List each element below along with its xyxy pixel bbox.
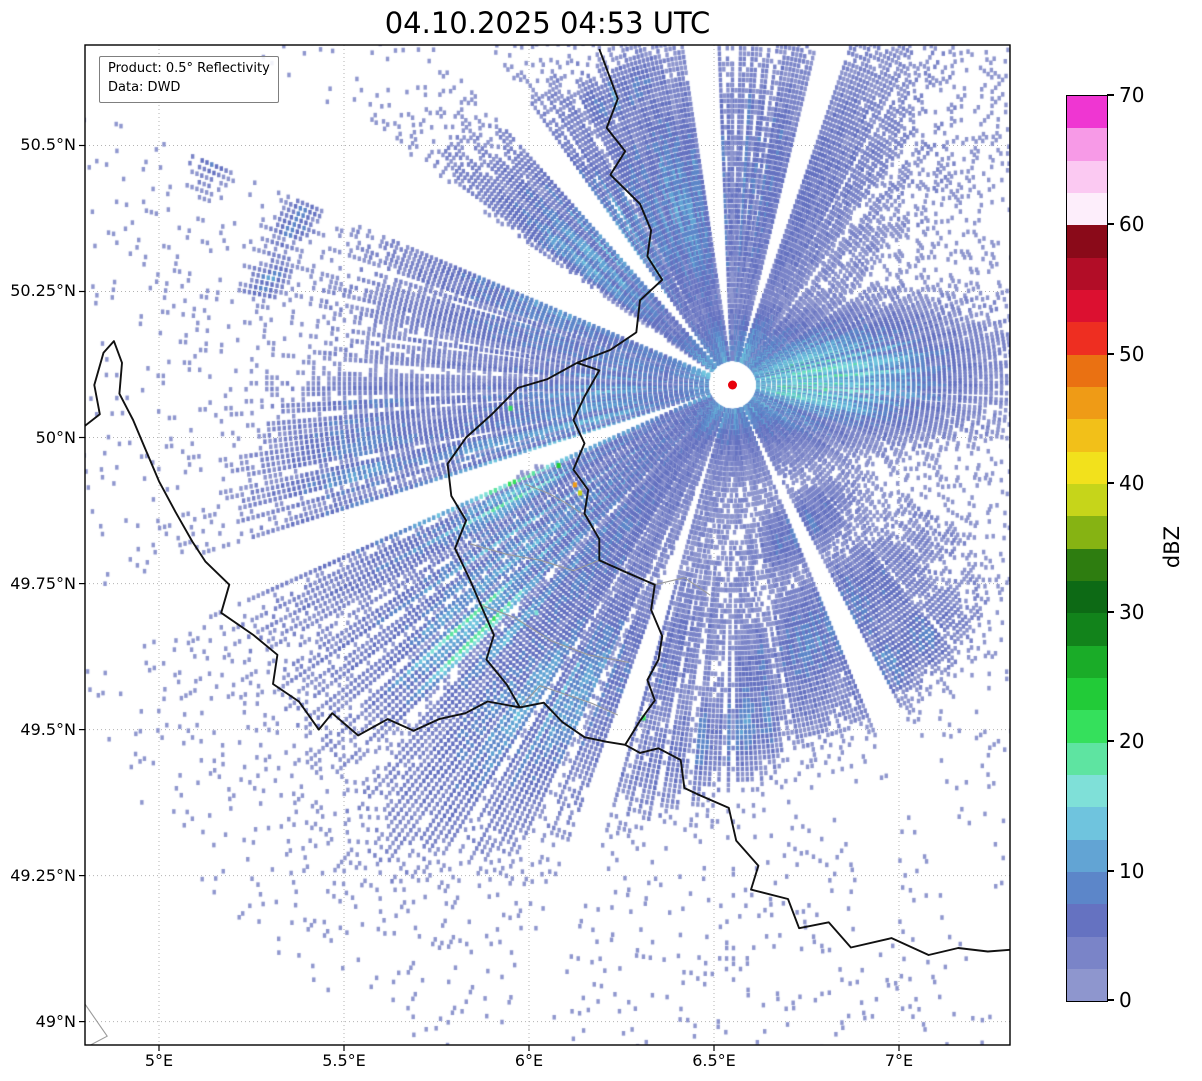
colorbar-segment xyxy=(1067,419,1107,452)
colorbar-segment xyxy=(1067,613,1107,646)
colorbar-segment xyxy=(1067,483,1107,517)
x-tick-label: 5.5°E xyxy=(322,1051,366,1070)
colorbar xyxy=(1066,95,1108,1002)
product-info-box: Product: 0.5° Reflectivity Data: DWD xyxy=(99,56,279,103)
colorbar-segment xyxy=(1067,774,1107,808)
x-tick-label: 6.5°E xyxy=(692,1051,736,1070)
colorbar-tick-label: 60 xyxy=(1119,212,1145,237)
product-label: Product: 0.5° Reflectivity xyxy=(108,61,270,76)
colorbar-segment xyxy=(1067,386,1107,420)
colorbar-tick-mark xyxy=(1107,740,1114,743)
colorbar-tick-mark xyxy=(1107,352,1114,355)
colorbar-segment xyxy=(1067,742,1107,775)
radar-echo-canvas xyxy=(85,45,1010,1045)
colorbar-segment xyxy=(1067,192,1107,226)
x-tick-label: 6°E xyxy=(514,1051,544,1070)
colorbar-segment xyxy=(1067,871,1107,905)
colorbar-segment xyxy=(1067,516,1107,549)
colorbar-segment xyxy=(1067,257,1107,290)
colorbar-segment xyxy=(1067,580,1107,614)
colorbar-segment xyxy=(1067,968,1107,1002)
colorbar-segment xyxy=(1067,96,1107,129)
colorbar-segment xyxy=(1067,289,1107,323)
colorbar-segment xyxy=(1067,677,1107,711)
colorbar-tick-mark xyxy=(1107,869,1114,872)
colorbar-segment xyxy=(1067,225,1107,258)
y-tick-label: 50°N xyxy=(35,427,76,447)
colorbar-segment xyxy=(1067,354,1107,387)
colorbar-tick-label: 0 xyxy=(1119,988,1132,1012)
colorbar-segment xyxy=(1067,451,1107,484)
colorbar-tick-label: 10 xyxy=(1119,858,1145,883)
colorbar-tick-label: 50 xyxy=(1119,341,1145,366)
colorbar-segment xyxy=(1067,645,1107,678)
figure-title: 04.10.2025 04:53 UTC xyxy=(384,6,711,40)
colorbar-tick-label: 70 xyxy=(1119,83,1145,107)
colorbar-segment xyxy=(1067,839,1107,872)
colorbar-segment xyxy=(1067,936,1107,969)
y-tick-label: 50.25°N xyxy=(10,281,76,301)
colorbar-tick-label: 20 xyxy=(1119,729,1145,754)
colorbar-segment xyxy=(1067,807,1107,840)
colorbar-tick-mark xyxy=(1107,223,1114,226)
y-tick-label: 49.25°N xyxy=(10,865,76,885)
colorbar-segment xyxy=(1067,322,1107,355)
y-tick-label: 49°N xyxy=(35,1011,76,1031)
colorbar-unit-label: dBZ xyxy=(1160,525,1184,569)
data-source-label: Data: DWD xyxy=(108,79,181,95)
colorbar-segment xyxy=(1067,548,1107,581)
x-tick-label: 7°E xyxy=(884,1051,914,1070)
colorbar-tick-mark xyxy=(1107,999,1114,1001)
colorbar-segment xyxy=(1067,710,1107,743)
colorbar-tick-mark xyxy=(1107,611,1114,614)
colorbar-tick-label: 30 xyxy=(1119,600,1145,625)
colorbar-tick-label: 40 xyxy=(1119,470,1145,495)
colorbar-segment xyxy=(1067,128,1107,161)
x-tick-label: 5°E xyxy=(144,1051,174,1070)
y-tick-label: 49.75°N xyxy=(10,573,76,593)
colorbar-segment xyxy=(1067,160,1107,193)
y-tick-label: 49.5°N xyxy=(20,719,76,739)
colorbar-segment xyxy=(1067,904,1107,937)
colorbar-tick-mark xyxy=(1107,481,1114,484)
y-tick-label: 50.5°N xyxy=(20,135,76,155)
colorbar-tick-mark xyxy=(1107,94,1114,96)
